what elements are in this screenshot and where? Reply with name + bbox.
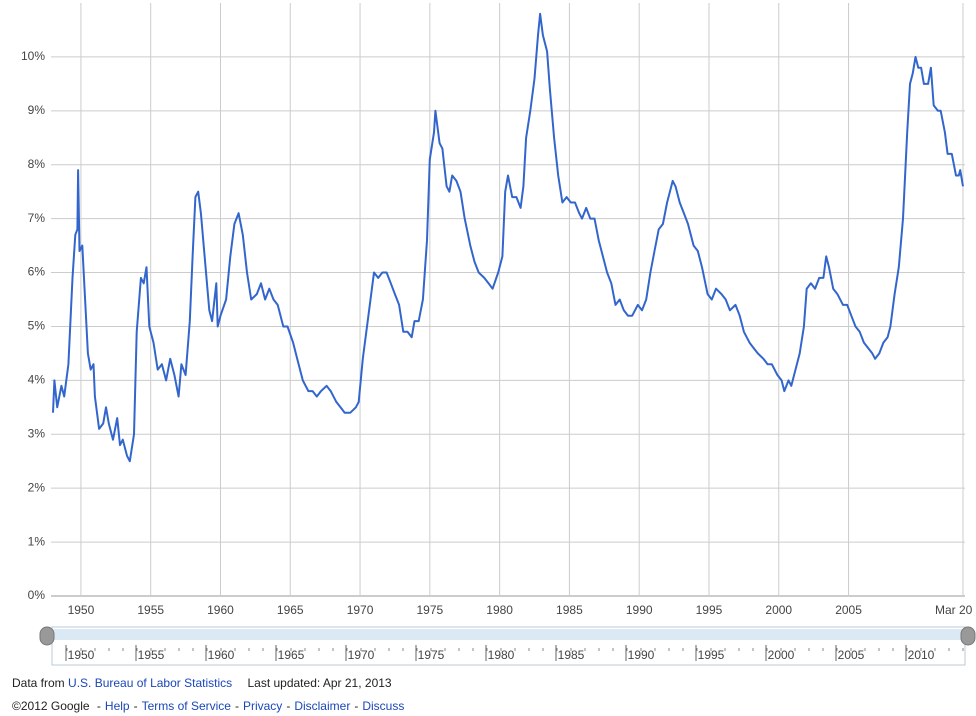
copyright: ©2012 Google: [12, 699, 90, 713]
y-tick-label: 1%: [28, 534, 46, 548]
y-tick-label: 4%: [28, 373, 46, 387]
x-tick-label: 1995: [696, 603, 723, 617]
x-tick-label: 1955: [137, 603, 164, 617]
source-line: Data from U.S. Bureau of Labor Statistic…: [12, 676, 392, 690]
separator: -: [133, 699, 138, 713]
separator: -: [286, 699, 291, 713]
navigator-label: 1995: [698, 648, 725, 662]
navigator-label: 1960: [208, 648, 235, 662]
last-updated: Last updated: Apr 21, 2013: [247, 676, 392, 690]
x-tick-label: 1985: [556, 603, 583, 617]
navigator-handle-right[interactable]: [960, 626, 976, 646]
y-tick-label: 3%: [28, 426, 46, 440]
navigator-label: 1970: [348, 648, 375, 662]
navigator-label: 1980: [488, 648, 515, 662]
chart: 0% 1% 2% 3% 4% 5% 6% 7% 8% 9% 10% 1950 1955 1960 1965 1…: [21, 3, 976, 666]
navigator-label: 2000: [768, 648, 795, 662]
data-line: [52, 12, 964, 463]
navigator-label: 2010: [908, 648, 935, 662]
navigator-label: 1975: [418, 648, 445, 662]
y-tick-label: 7%: [28, 211, 46, 225]
navigator-label: 1950: [68, 648, 95, 662]
x-tick-label: 1970: [347, 603, 374, 617]
separator: -: [96, 699, 101, 713]
y-tick-label: 5%: [28, 319, 46, 333]
source-link[interactable]: U.S. Bureau of Labor Statistics: [68, 676, 233, 690]
x-tick-label: 1980: [486, 603, 513, 617]
y-tick-label: 10%: [21, 49, 45, 63]
x-tick-label: 1965: [277, 603, 304, 617]
navigator-handle-left[interactable]: [39, 626, 55, 646]
y-tick-label: 9%: [28, 103, 46, 117]
navigator-label: 1985: [558, 648, 585, 662]
navigator-band: [53, 629, 964, 640]
separator: -: [234, 699, 239, 713]
navigator-label: 2005: [838, 648, 865, 662]
x-tick-label: 1950: [68, 603, 95, 617]
source-prefix: Data from: [12, 676, 65, 690]
x-tick-label: 2000: [765, 603, 792, 617]
navigator-label: 1965: [278, 648, 305, 662]
footer-links: ©2012 Google - Help - Terms of Service - Priv…: [12, 699, 404, 713]
y-tick-label: 6%: [28, 265, 46, 279]
y-tick-label: 0%: [28, 588, 46, 602]
x-tick-label: 1975: [416, 603, 443, 617]
y-tick-label: 8%: [28, 157, 46, 171]
navigator-label: 1955: [138, 648, 165, 662]
footer-link[interactable]: Privacy: [242, 699, 283, 713]
footer-link[interactable]: Terms of Service: [141, 699, 231, 713]
y-tick-label: 2%: [28, 480, 46, 494]
x-tick-label: 1960: [207, 603, 234, 617]
x-tick-label: 1990: [626, 603, 653, 617]
footer-link[interactable]: Discuss: [362, 699, 405, 713]
footer-link[interactable]: Help: [104, 699, 130, 713]
navigator-label: 1990: [628, 648, 655, 662]
footer-link[interactable]: Disclaimer: [294, 699, 351, 713]
separator: -: [354, 699, 359, 713]
x-tick-label: 2005: [835, 603, 862, 617]
x-tick-label: Mar 20: [935, 603, 973, 617]
